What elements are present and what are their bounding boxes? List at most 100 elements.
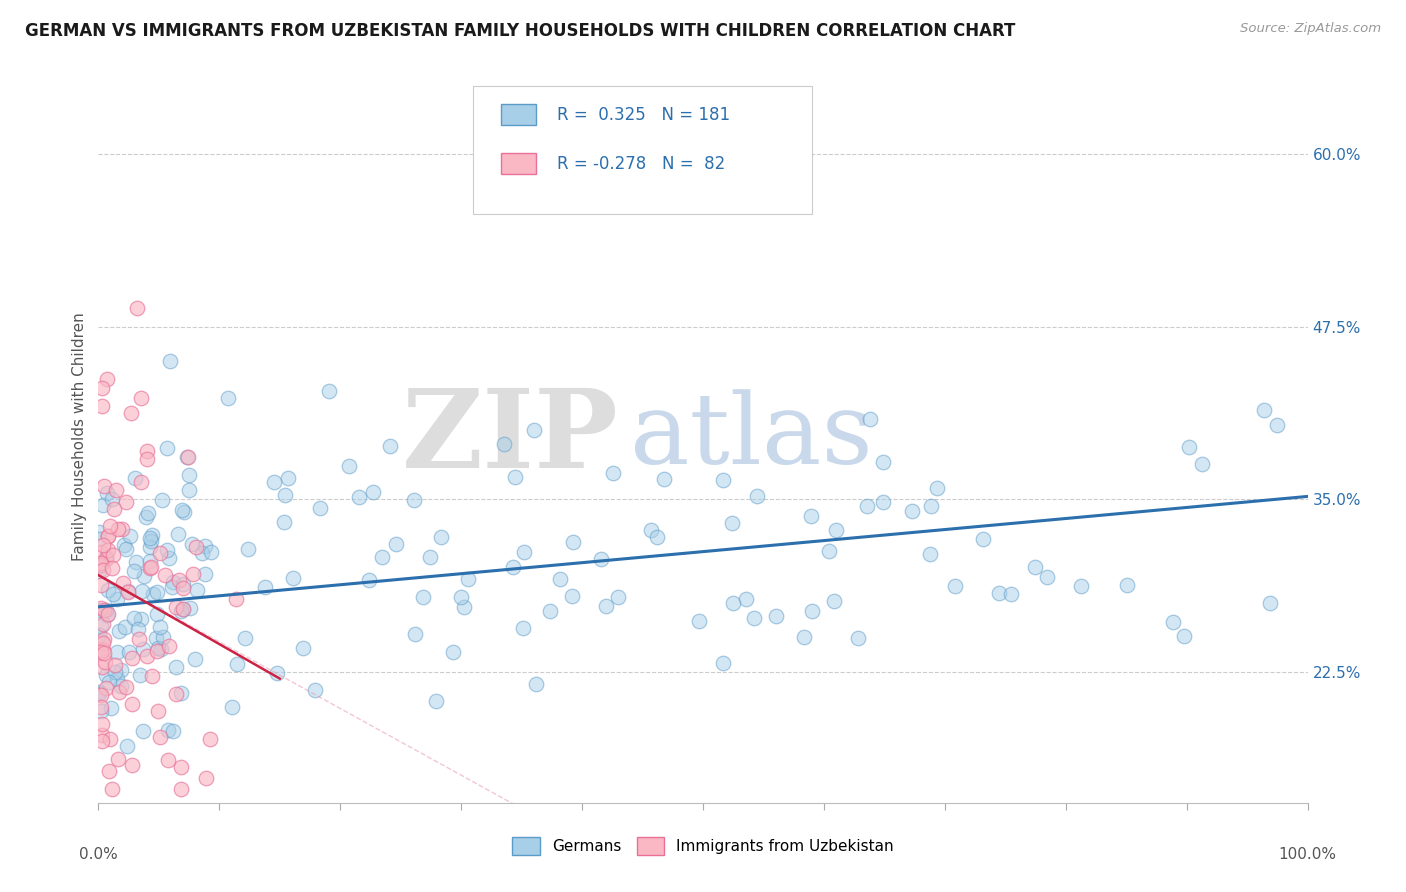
- Point: [128, 632, 150, 647]
- FancyBboxPatch shape: [501, 153, 536, 174]
- Point: [823, 593, 845, 607]
- Point: [200, 732, 222, 747]
- Point: [742, 611, 765, 625]
- Point: [89, 524, 111, 539]
- Point: [135, 444, 157, 458]
- Point: [93, 646, 115, 660]
- Point: [101, 586, 124, 600]
- Point: [101, 782, 124, 797]
- Point: [385, 537, 408, 551]
- Point: [152, 630, 174, 644]
- Point: [195, 771, 218, 785]
- Point: [90, 704, 112, 718]
- Point: [90, 644, 112, 658]
- Point: [1265, 417, 1288, 432]
- Point: [145, 585, 167, 599]
- Point: [145, 632, 167, 646]
- Point: [120, 406, 142, 420]
- Point: [97, 543, 120, 558]
- Point: [146, 705, 169, 719]
- Text: R =  0.325   N = 181: R = 0.325 N = 181: [557, 106, 731, 124]
- Point: [184, 540, 207, 554]
- Point: [91, 660, 114, 674]
- Point: [97, 529, 120, 543]
- Point: [846, 632, 869, 646]
- Point: [90, 688, 112, 702]
- Point: [139, 554, 162, 568]
- Point: [1115, 578, 1137, 592]
- Text: GERMAN VS IMMIGRANTS FROM UZBEKISTAN FAMILY HOUSEHOLDS WITH CHILDREN CORRELATION: GERMAN VS IMMIGRANTS FROM UZBEKISTAN FAM…: [25, 22, 1015, 40]
- Point: [93, 603, 115, 617]
- Point: [98, 519, 121, 533]
- Point: [162, 724, 184, 739]
- Point: [127, 622, 149, 636]
- Point: [118, 645, 141, 659]
- Point: [114, 541, 136, 556]
- Point: [89, 558, 111, 572]
- Point: [170, 502, 193, 516]
- Point: [124, 555, 146, 569]
- Point: [156, 542, 179, 557]
- Point: [128, 667, 150, 681]
- Point: [1191, 457, 1213, 471]
- Point: [136, 506, 159, 520]
- Point: [943, 579, 966, 593]
- Point: [107, 522, 129, 536]
- Point: [146, 607, 169, 621]
- Point: [181, 537, 204, 551]
- Point: [139, 534, 162, 549]
- Point: [90, 717, 112, 731]
- Point: [115, 739, 138, 753]
- Point: [412, 590, 434, 604]
- Point: [93, 479, 115, 493]
- Point: [139, 540, 162, 554]
- Point: [135, 510, 157, 524]
- Point: [87, 564, 110, 578]
- Point: [156, 441, 179, 455]
- Point: [402, 492, 425, 507]
- Point: [90, 545, 112, 559]
- Point: [90, 699, 112, 714]
- Point: [441, 645, 464, 659]
- Point: [97, 607, 120, 621]
- Point: [380, 439, 402, 453]
- Point: [1070, 579, 1092, 593]
- Point: [121, 698, 143, 712]
- Point: [155, 568, 177, 582]
- Point: [90, 558, 112, 572]
- Text: atlas: atlas: [630, 389, 873, 485]
- Point: [170, 782, 193, 797]
- Point: [591, 551, 613, 566]
- Point: [165, 660, 187, 674]
- Point: [801, 604, 824, 618]
- Point: [176, 450, 198, 464]
- Legend: Germans, Immigrants from Uzbekistan: Germans, Immigrants from Uzbekistan: [506, 831, 900, 861]
- Point: [900, 504, 922, 518]
- Point: [972, 532, 994, 546]
- Point: [105, 591, 128, 606]
- Point: [172, 577, 194, 591]
- Point: [124, 564, 146, 578]
- Point: [856, 499, 879, 513]
- Point: [159, 354, 181, 368]
- Point: [765, 609, 787, 624]
- Point: [157, 551, 180, 566]
- Text: 100.0%: 100.0%: [1278, 847, 1337, 862]
- Point: [548, 572, 571, 586]
- Point: [141, 528, 163, 542]
- Point: [90, 633, 112, 648]
- Point: [263, 475, 285, 489]
- Point: [347, 490, 370, 504]
- Point: [1000, 587, 1022, 601]
- Point: [150, 493, 173, 508]
- Point: [110, 663, 132, 677]
- Point: [925, 481, 948, 495]
- Point: [538, 604, 561, 618]
- Point: [100, 701, 122, 715]
- Point: [93, 632, 115, 646]
- Point: [146, 644, 169, 658]
- Point: [93, 538, 115, 552]
- Point: [200, 544, 222, 558]
- Point: [236, 541, 259, 556]
- Point: [149, 730, 172, 744]
